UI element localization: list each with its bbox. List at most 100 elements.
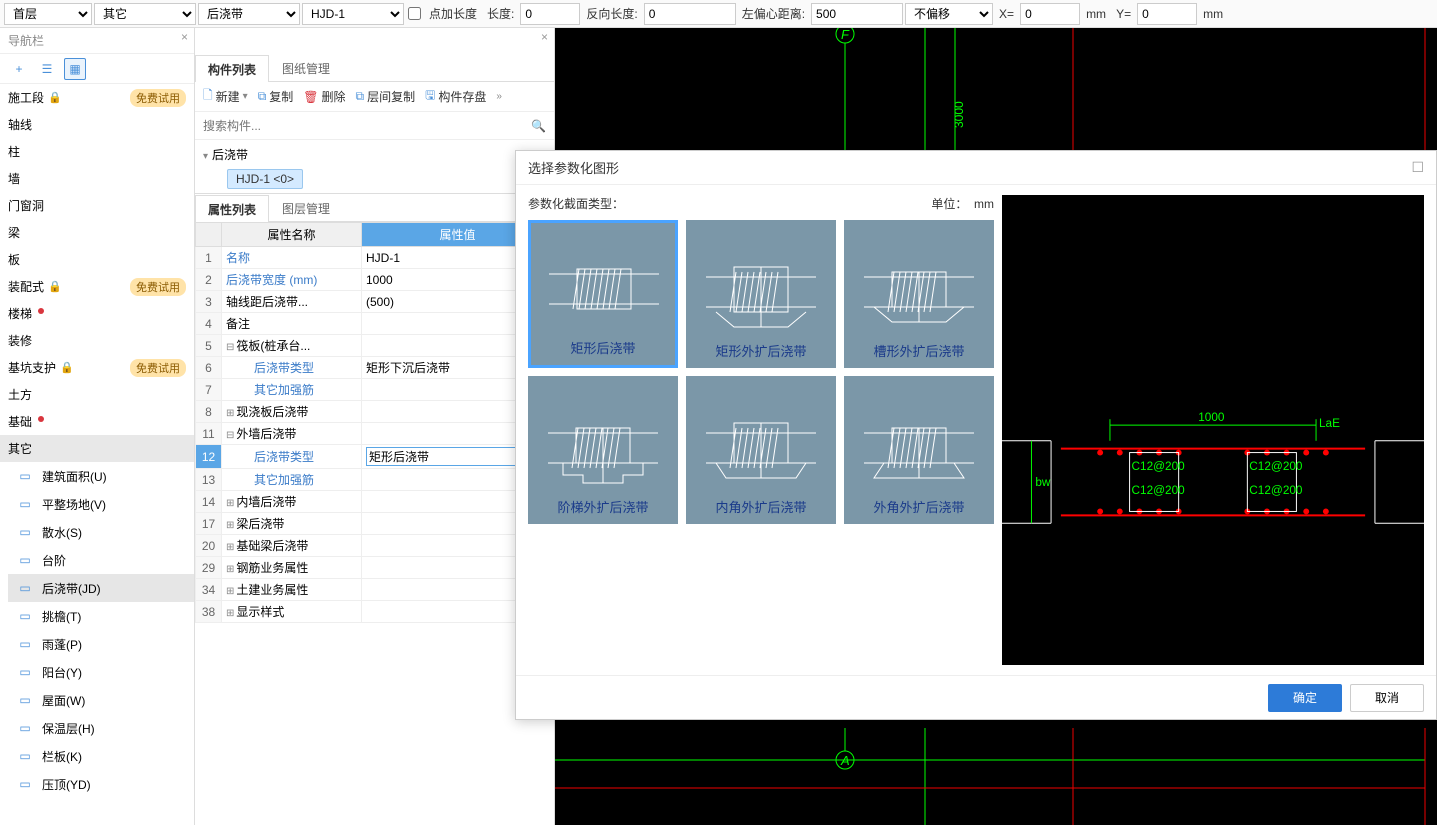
- property-row[interactable]: 3轴线距后浇带...(500): [196, 291, 554, 313]
- category-select[interactable]: 其它: [94, 3, 196, 25]
- nav-item[interactable]: 墙: [0, 165, 194, 192]
- property-row[interactable]: 1名称HJD-1: [196, 247, 554, 269]
- panel-close-icon[interactable]: ×: [541, 30, 548, 44]
- tree-root[interactable]: ▾后浇带: [203, 144, 546, 165]
- y-input[interactable]: [1137, 3, 1197, 25]
- rebar-label: C12@200: [1132, 460, 1186, 473]
- nav-item[interactable]: 梁: [0, 219, 194, 246]
- cancel-button[interactable]: 取消: [1350, 684, 1424, 712]
- nav-item[interactable]: 土方: [0, 381, 194, 408]
- nav-item[interactable]: 轴线: [0, 111, 194, 138]
- category-icon: ▭: [16, 467, 34, 485]
- search-icon[interactable]: 🔍: [531, 119, 546, 133]
- shape-option[interactable]: 矩形后浇带: [528, 220, 678, 368]
- nav-sub-item[interactable]: ▭平整场地(V): [8, 490, 194, 518]
- nav-sub-item[interactable]: ▭雨蓬(P): [8, 630, 194, 658]
- floor-select[interactable]: 首层: [4, 3, 92, 25]
- rebar-label: C12@200: [1132, 484, 1186, 497]
- ok-button[interactable]: 确定: [1268, 684, 1342, 712]
- type-select[interactable]: 后浇带: [198, 3, 300, 25]
- property-row[interactable]: 5⊟筏板(桩承台...: [196, 335, 554, 357]
- instance-select[interactable]: HJD-1: [302, 3, 404, 25]
- left-offset-input[interactable]: [811, 3, 903, 25]
- property-row[interactable]: 7其它加强筋: [196, 379, 554, 401]
- nav-title: 导航栏: [8, 32, 44, 49]
- property-row[interactable]: 14⊞内墙后浇带: [196, 491, 554, 513]
- layer-copy-button[interactable]: ⧉层间复制: [356, 88, 416, 105]
- shape-preview: 1000 LaE bw: [1002, 195, 1424, 665]
- tab-layer-manage[interactable]: 图层管理: [269, 194, 343, 221]
- property-row[interactable]: 29⊞钢筋业务属性: [196, 557, 554, 579]
- property-row[interactable]: 38⊞显示样式: [196, 601, 554, 623]
- new-button[interactable]: 🗋新建▾: [203, 86, 248, 107]
- store-button[interactable]: 🖫构件存盘: [425, 86, 486, 107]
- nav-close-icon[interactable]: ×: [181, 30, 188, 44]
- property-row[interactable]: 2后浇带宽度 (mm)1000: [196, 269, 554, 291]
- dialog-close-icon[interactable]: ☐: [1411, 159, 1424, 176]
- list-view-icon[interactable]: ☰: [36, 58, 58, 80]
- nav-sub-item[interactable]: ▭栏板(K): [8, 742, 194, 770]
- property-row[interactable]: 11⊟外墙后浇带: [196, 423, 554, 445]
- search-input[interactable]: [203, 119, 531, 133]
- category-icon: ▭: [16, 607, 34, 625]
- component-panel: × 构件列表 图纸管理 🗋新建▾ ⧉复制 🗑删除 ⧉层间复制 🖫构件存盘 » 🔍…: [195, 28, 555, 825]
- tree-item[interactable]: HJD-1 <0>: [227, 169, 303, 189]
- shape-thumbnail: [852, 227, 986, 337]
- free-trial-badge: 免费试用: [130, 89, 186, 107]
- property-row[interactable]: 12后浇带类型矩形后浇带⋯: [196, 445, 554, 469]
- grid-view-icon[interactable]: ▦: [64, 58, 86, 80]
- nav-sub-item[interactable]: ▭后浇带(JD): [8, 574, 194, 602]
- nav-item[interactable]: 楼梯: [0, 300, 194, 327]
- shape-option[interactable]: 矩形外扩后浇带: [686, 220, 836, 368]
- component-toolbar: 🗋新建▾ ⧉复制 🗑删除 ⧉层间复制 🖫构件存盘 »: [195, 82, 554, 112]
- nav-item[interactable]: 柱: [0, 138, 194, 165]
- rev-length-input[interactable]: [644, 3, 736, 25]
- shape-option[interactable]: 阶梯外扩后浇带: [528, 376, 678, 524]
- offset-mode-select[interactable]: 不偏移: [905, 3, 993, 25]
- nav-sub-item[interactable]: ▭挑檐(T): [8, 602, 194, 630]
- axis-label-f: F: [841, 28, 850, 42]
- property-row[interactable]: 8⊞现浇板后浇带: [196, 401, 554, 423]
- length-input[interactable]: [520, 3, 580, 25]
- tab-property-list[interactable]: 属性列表: [195, 195, 269, 222]
- add-icon[interactable]: +: [8, 58, 30, 80]
- property-row[interactable]: 4备注: [196, 313, 554, 335]
- nav-sub-item[interactable]: ▭散水(S): [8, 518, 194, 546]
- tab-component-list[interactable]: 构件列表: [195, 55, 269, 82]
- property-row[interactable]: 13其它加强筋: [196, 469, 554, 491]
- more-icon[interactable]: »: [496, 91, 502, 102]
- point-add-length-checkbox[interactable]: [408, 7, 421, 20]
- nav-item[interactable]: 装配式🔒免费试用: [0, 273, 194, 300]
- shape-option[interactable]: 外角外扩后浇带: [844, 376, 994, 524]
- x-input[interactable]: [1020, 3, 1080, 25]
- property-row[interactable]: 6后浇带类型矩形下沉后浇带: [196, 357, 554, 379]
- nav-sub-item[interactable]: ▭台阶: [8, 546, 194, 574]
- property-section: 属性列表 图层管理 属性名称 属性值 1名称HJD-12后浇带宽度 (mm)10…: [195, 193, 554, 825]
- nav-item[interactable]: 基础: [0, 408, 194, 435]
- property-row[interactable]: 34⊞土建业务属性: [196, 579, 554, 601]
- nav-item[interactable]: 施工段🔒免费试用: [0, 84, 194, 111]
- nav-sub-item[interactable]: ▭保温层(H): [8, 714, 194, 742]
- nav-item[interactable]: 板: [0, 246, 194, 273]
- copy-button[interactable]: ⧉复制: [258, 88, 294, 105]
- nav-item[interactable]: 其它: [0, 435, 194, 462]
- property-row[interactable]: 17⊞梁后浇带: [196, 513, 554, 535]
- nav-item[interactable]: 门窗洞: [0, 192, 194, 219]
- shape-dialog: 选择参数化图形 ☐ 参数化截面类型： 单位： mm 矩形后浇带矩形外扩后浇带槽形…: [515, 150, 1437, 720]
- nav-sub-item[interactable]: ▭建筑面积(U): [8, 462, 194, 490]
- nav-sub-item[interactable]: ▭压顶(YD): [8, 770, 194, 798]
- nav-sub-item[interactable]: ▭屋面(W): [8, 686, 194, 714]
- preview-lae: LaE: [1319, 417, 1340, 430]
- delete-button[interactable]: 🗑删除: [303, 88, 345, 105]
- nav-item[interactable]: 装修: [0, 327, 194, 354]
- component-tabs: 构件列表 图纸管理: [195, 54, 554, 82]
- nav-view-icons: + ☰ ▦: [0, 54, 194, 84]
- nav-item[interactable]: 基坑支护🔒免费试用: [0, 354, 194, 381]
- shape-option[interactable]: 槽形外扩后浇带: [844, 220, 994, 368]
- tab-drawing-manage[interactable]: 图纸管理: [269, 54, 343, 81]
- property-row[interactable]: 20⊞基础梁后浇带: [196, 535, 554, 557]
- shape-thumbnail: [536, 383, 670, 493]
- nav-sub-item[interactable]: ▭阳台(Y): [8, 658, 194, 686]
- shape-option[interactable]: 内角外扩后浇带: [686, 376, 836, 524]
- category-icon: ▭: [16, 719, 34, 737]
